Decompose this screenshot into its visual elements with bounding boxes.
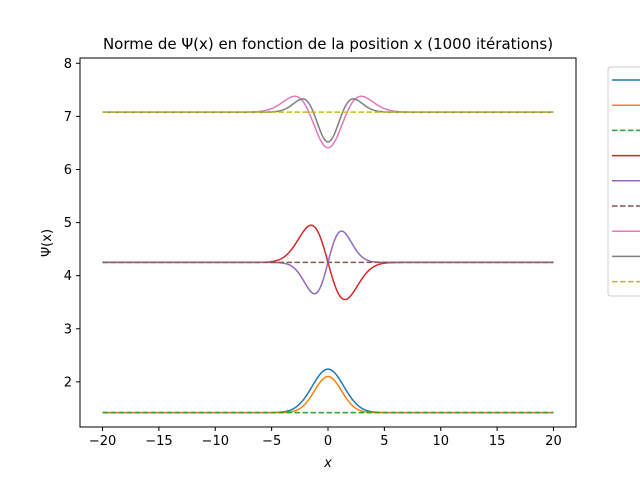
legend-entries — [612, 79, 640, 283]
chart-title: Norme de Ψ(x) en fonction de la position… — [103, 35, 553, 53]
y-axis-ticks: 2 3 4 5 6 7 8 — [64, 57, 80, 390]
plot-lines — [102, 95, 554, 414]
x-tick-label: −15 — [145, 434, 172, 449]
y-tick-label: 8 — [64, 57, 72, 72]
legend — [607, 66, 640, 297]
y-tick-label: 7 — [64, 110, 72, 125]
series-line-2 — [102, 375, 554, 414]
x-axis-label: x — [323, 456, 332, 471]
x-tick-label: −20 — [89, 434, 116, 449]
series-line-7 — [102, 95, 554, 149]
axes-frame — [79, 57, 577, 428]
y-tick-label: 6 — [64, 163, 72, 178]
x-tick-label: 5 — [380, 434, 388, 449]
series-line-8 — [102, 98, 554, 143]
x-tick-label: −5 — [262, 434, 281, 449]
y-tick-label: 2 — [64, 375, 72, 390]
y-tick-label: 3 — [64, 322, 72, 337]
y-tick-label: 4 — [64, 269, 72, 284]
x-axis-ticks: −20 −15 −10 −5 0 5 10 15 20 — [89, 427, 562, 449]
y-axis-label: Ψ(x) — [40, 229, 55, 257]
y-tick-label: 5 — [64, 216, 72, 231]
series-line-1 — [102, 368, 554, 414]
x-tick-label: 10 — [432, 434, 449, 449]
x-tick-label: −10 — [202, 434, 229, 449]
x-tick-label: 0 — [324, 434, 332, 449]
x-tick-label: 15 — [489, 434, 506, 449]
x-tick-label: 20 — [545, 434, 562, 449]
